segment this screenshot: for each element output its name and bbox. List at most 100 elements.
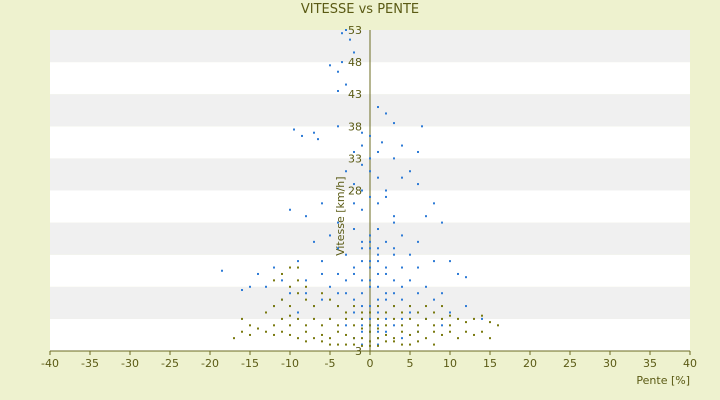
data-point-blue [425, 285, 427, 288]
data-point-blue [377, 311, 379, 314]
data-point-blue [393, 324, 395, 327]
data-point-olive [289, 333, 291, 336]
data-point-blue [361, 247, 363, 250]
data-point-olive [257, 327, 259, 330]
x-tick-label: 35 [643, 357, 657, 370]
data-point-blue [293, 128, 295, 131]
data-point-blue [353, 51, 355, 54]
data-point-blue [301, 134, 303, 137]
data-point-blue [441, 292, 443, 295]
data-point-blue [377, 260, 379, 263]
data-point-blue [393, 253, 395, 256]
data-point-blue [369, 170, 371, 173]
data-point-olive [433, 324, 435, 327]
data-point-olive [449, 330, 451, 333]
y-tick-label: 28 [348, 185, 362, 198]
data-point-olive [409, 343, 411, 346]
data-point-olive [297, 292, 299, 295]
data-point-olive [441, 305, 443, 308]
data-point-blue [361, 279, 363, 282]
data-point-olive [297, 279, 299, 282]
data-point-blue [369, 305, 371, 308]
y-tick-label: 33 [348, 152, 362, 165]
data-point-olive [337, 343, 339, 346]
data-point-blue [393, 157, 395, 160]
data-point-blue [361, 292, 363, 295]
data-point-blue [273, 266, 275, 269]
data-point-olive [353, 324, 355, 327]
data-point-blue [337, 221, 339, 224]
data-point-blue [257, 272, 259, 275]
data-point-olive [305, 340, 307, 343]
data-point-blue [377, 150, 379, 153]
data-point-blue [361, 131, 363, 134]
data-point-blue [385, 292, 387, 295]
data-point-olive [305, 298, 307, 301]
x-tick-label: -30 [121, 357, 139, 370]
x-tick-label: 40 [683, 357, 697, 370]
data-point-olive [297, 337, 299, 340]
data-point-blue [305, 292, 307, 295]
data-point-olive [345, 311, 347, 314]
data-point-blue [321, 260, 323, 263]
data-point-blue [345, 170, 347, 173]
data-point-olive [313, 305, 315, 308]
data-point-olive [425, 305, 427, 308]
data-point-olive [401, 330, 403, 333]
data-point-blue [337, 272, 339, 275]
data-point-olive [369, 344, 371, 347]
data-point-olive [345, 343, 347, 346]
data-point-olive [305, 324, 307, 327]
data-point-blue [353, 311, 355, 314]
y-tick-label: 43 [348, 88, 362, 101]
data-point-olive [369, 311, 371, 314]
data-point-olive [433, 343, 435, 346]
data-point-blue [433, 202, 435, 205]
data-point-olive [321, 340, 323, 343]
data-point-blue [393, 292, 395, 295]
data-point-olive [329, 337, 331, 340]
data-point-olive [433, 311, 435, 314]
x-tick-label: -40 [41, 357, 59, 370]
data-point-blue [321, 298, 323, 301]
data-point-blue [345, 324, 347, 327]
data-point-blue [377, 298, 379, 301]
data-point-blue [401, 285, 403, 288]
x-tick-label: 25 [563, 357, 577, 370]
data-point-blue [329, 285, 331, 288]
data-point-olive [377, 305, 379, 308]
data-point-olive [481, 330, 483, 333]
data-point-blue [385, 317, 387, 320]
y-axis-title: Vitesse [km/h] [334, 176, 347, 256]
data-point-olive [417, 311, 419, 314]
data-point-blue [441, 221, 443, 224]
data-point-blue [465, 276, 467, 279]
data-point-olive [353, 343, 355, 346]
data-point-blue [369, 247, 371, 250]
data-point-olive [249, 333, 251, 336]
data-point-blue [393, 215, 395, 218]
data-point-olive [337, 330, 339, 333]
data-point-olive [425, 317, 427, 320]
data-point-olive [273, 305, 275, 308]
data-point-blue [385, 189, 387, 192]
data-point-olive [465, 321, 467, 324]
data-point-olive [281, 272, 283, 275]
data-point-blue [481, 317, 483, 320]
data-point-blue [417, 292, 419, 295]
data-point-blue [377, 247, 379, 250]
y-tick-label: 48 [348, 56, 362, 69]
data-point-blue [417, 183, 419, 186]
data-point-blue [409, 170, 411, 173]
data-point-blue [417, 266, 419, 269]
x-tick-label: 0 [367, 357, 374, 370]
data-point-olive [297, 266, 299, 269]
data-point-olive [313, 317, 315, 320]
data-point-olive [465, 330, 467, 333]
data-point-blue [337, 247, 339, 250]
data-point-olive [409, 317, 411, 320]
data-point-olive [369, 324, 371, 327]
data-point-blue [401, 176, 403, 179]
